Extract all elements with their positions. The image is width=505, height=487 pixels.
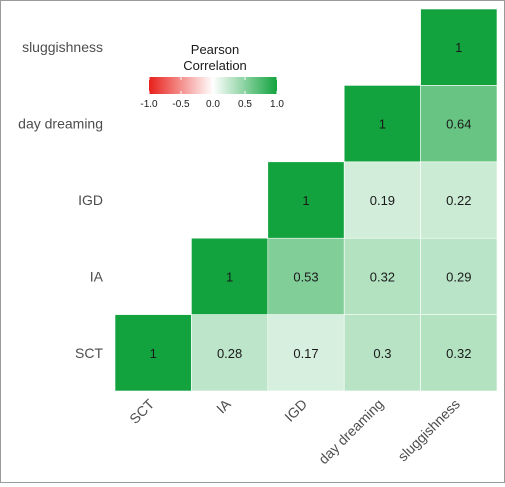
cell-value-label: 0.32 (446, 346, 471, 361)
cell-value-label: 0.32 (370, 269, 395, 284)
y-tick-label: IGD (78, 192, 103, 208)
legend-title-line-1: Pearson (191, 42, 239, 57)
legend-tick-label: -0.5 (172, 99, 190, 110)
legend-tick-label: 1.0 (270, 99, 284, 110)
y-tick-label: IA (90, 268, 104, 284)
legend-title-line-2: Correlation (183, 58, 247, 73)
heatmap-cell-SCT-SCT (114, 314, 192, 392)
cell-value-label: 0.29 (446, 269, 471, 284)
heatmap-cell-IGD-IA (267, 237, 345, 315)
cell-value-label: 0.3 (373, 346, 391, 361)
legend-ticks: -1.0 -0.5 0.0 0.5 1.0 (140, 77, 284, 110)
heatmap-values: 1 0.28 0.17 0.3 0.32 1 0.53 0.32 0.29 1 0.19 0.22 1 0… (150, 40, 472, 361)
heatmap-cell-day-dreaming-IA (343, 237, 421, 315)
x-tick-label: IGD (281, 396, 310, 425)
x-tick-label: day dreaming (315, 396, 386, 467)
color-legend: Pearson Correlation -1.0 -0.5 0.0 0.5 1.0 (140, 42, 284, 110)
cell-value-label: 1 (379, 117, 386, 132)
legend-tick-label: 0.0 (206, 99, 220, 110)
x-tick-label: SCT (126, 395, 157, 426)
legend-tick-label: 0.5 (238, 99, 252, 110)
cell-value-label: 1 (226, 269, 233, 284)
legend-color-bar (149, 77, 277, 94)
cell-value-label: 1 (150, 346, 157, 361)
cell-value-label: 0.53 (293, 269, 318, 284)
heatmap-cell-IGD-IGD (267, 161, 345, 239)
legend-tick-label: -1.0 (140, 99, 158, 110)
cell-value-label: 0.19 (370, 193, 395, 208)
y-tick-label: sluggishness (22, 39, 103, 55)
cell-value-label: 0.64 (446, 117, 471, 132)
cell-value-label: 1 (302, 193, 309, 208)
x-tick-label: IA (213, 395, 234, 416)
cell-value-label: 1 (455, 40, 462, 55)
heatmap-cell-sluggishness-SCT (420, 314, 498, 392)
heatmap-cell-IA-IA (191, 237, 269, 315)
heatmap-cell-sluggishness-sluggishness (420, 8, 498, 86)
x-tick-label: sluggishness (394, 396, 463, 465)
heatmap-cell-sluggishness-IA (420, 237, 498, 315)
y-tick-label: day dreaming (18, 116, 103, 132)
heatmap-cell-sluggishness-IGD (420, 161, 498, 239)
cell-value-label: 0.28 (217, 346, 242, 361)
y-axis-labels: SCT IA IGD day dreaming sluggishness (18, 39, 103, 361)
x-axis-labels: SCT IA IGD day dreaming sluggishness (126, 395, 463, 467)
heatmap-cell-IA-SCT (191, 314, 269, 392)
heatmap-cells (114, 8, 498, 392)
heatmap-cell-day-dreaming-SCT (343, 314, 421, 392)
y-tick-label: SCT (75, 345, 103, 361)
cell-value-label: 0.22 (446, 193, 471, 208)
heatmap-cell-day-dreaming-day-dreaming (343, 85, 421, 163)
cell-value-label: 0.17 (293, 346, 318, 361)
